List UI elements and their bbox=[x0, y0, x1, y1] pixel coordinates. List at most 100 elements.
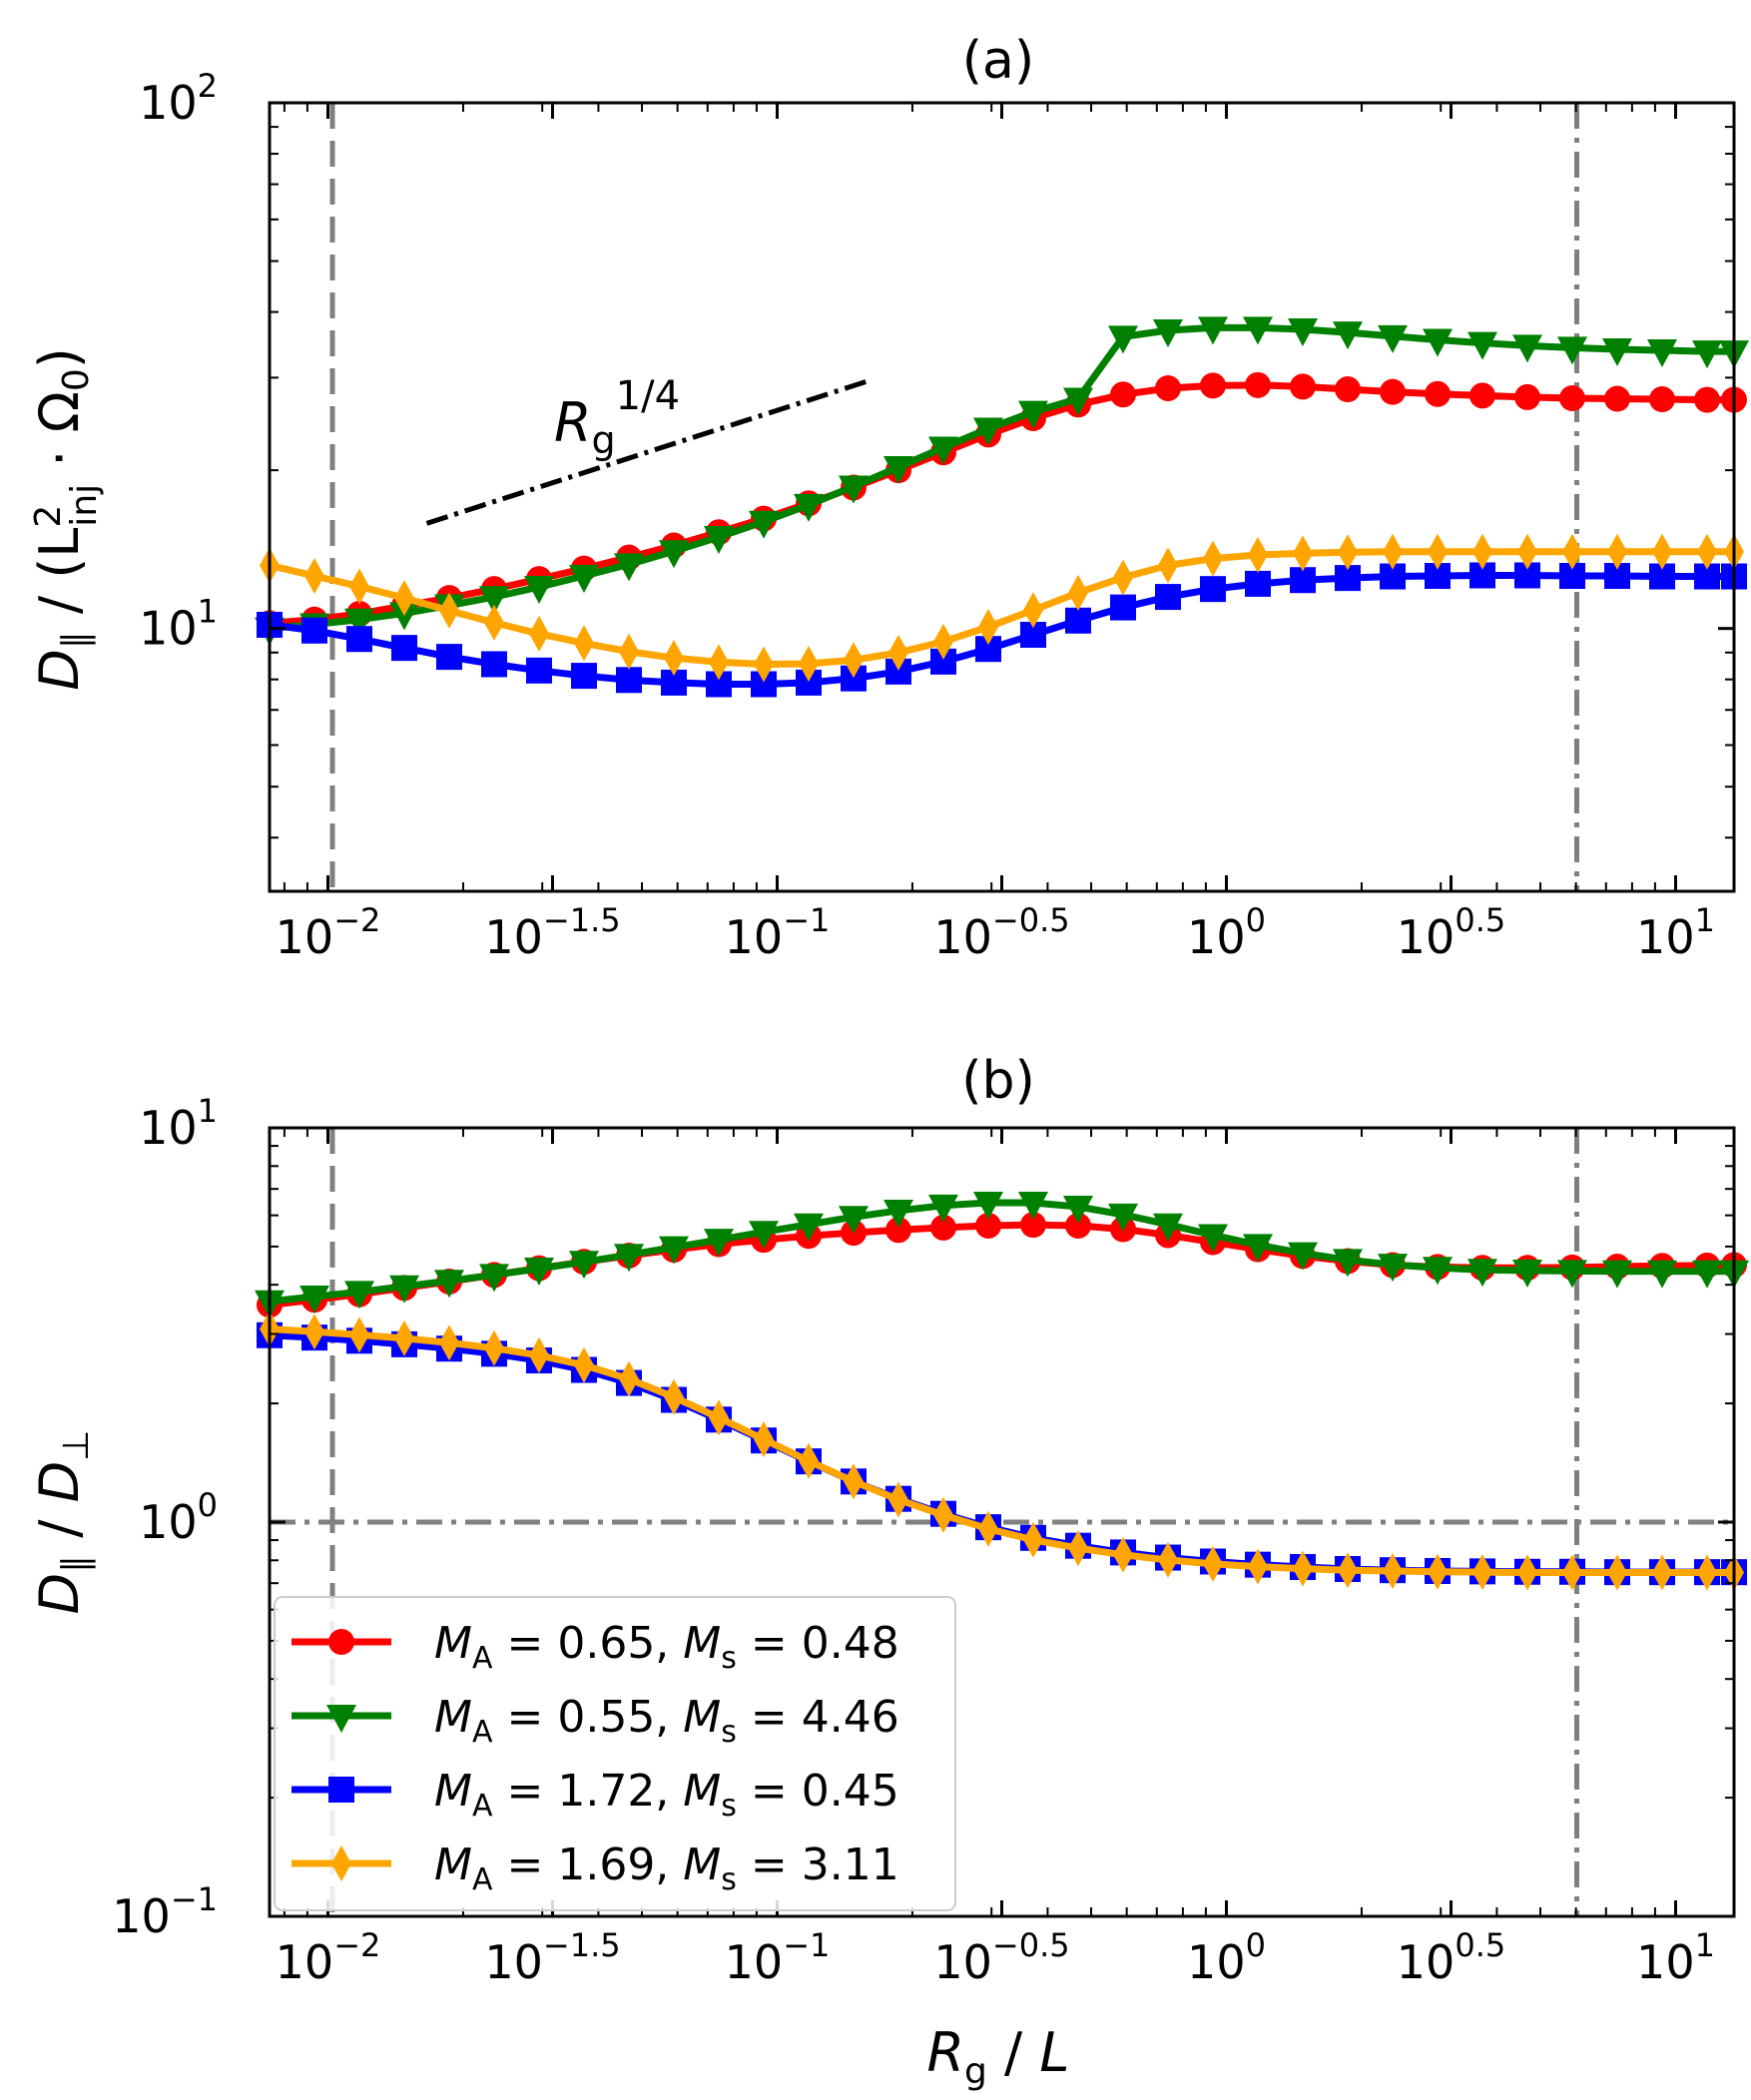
y-tick-label: 102 bbox=[139, 67, 218, 130]
legend-text-part: M bbox=[683, 1766, 721, 1817]
series-2-point-6 bbox=[526, 657, 552, 684]
tick-exponent: 0.5 bbox=[1455, 1926, 1505, 1964]
series-3-point-12 bbox=[799, 1442, 819, 1479]
series-2 bbox=[257, 562, 1747, 698]
series-3-point-8 bbox=[619, 633, 639, 670]
y-tick-label: 101 bbox=[139, 1092, 218, 1155]
series-3-point-5 bbox=[484, 604, 504, 641]
series-1-point-29 bbox=[1557, 1260, 1587, 1289]
series-2-point-21 bbox=[1200, 576, 1226, 603]
tick-exponent: −0.5 bbox=[992, 901, 1070, 939]
legend-marker bbox=[328, 1777, 354, 1803]
series-3-point-32 bbox=[1697, 533, 1717, 570]
series-3-point-6 bbox=[529, 615, 549, 652]
series-1-point-6 bbox=[524, 1258, 554, 1287]
series-2-point-4 bbox=[436, 644, 462, 671]
series-1-point-22 bbox=[1243, 316, 1273, 345]
tick-base: 10 bbox=[484, 910, 543, 964]
series-3 bbox=[260, 1311, 1744, 1591]
series-0-point-21 bbox=[1200, 372, 1226, 399]
panel-b-title: (b) bbox=[961, 1051, 1035, 1111]
series-3 bbox=[260, 533, 1744, 683]
legend-text-part: = 0.48 bbox=[737, 1618, 899, 1669]
legend-text-part: = 1.72, bbox=[493, 1766, 684, 1817]
legend-label: MA = 1.69, Ms = 3.11 bbox=[434, 1839, 899, 1897]
series-1-point-31 bbox=[1647, 339, 1677, 368]
series-3-point-29 bbox=[1562, 1554, 1582, 1591]
tick-exponent: 1 bbox=[198, 1092, 218, 1130]
series-1-line bbox=[266, 323, 1738, 633]
series-3-point-19 bbox=[1113, 1536, 1133, 1573]
series-1-point-7 bbox=[569, 565, 599, 593]
x-tick-label: 10−0.5 bbox=[933, 901, 1069, 964]
legend-text-part: M bbox=[683, 1692, 721, 1743]
series-0-point-24 bbox=[1335, 376, 1361, 403]
slope-guide-line bbox=[425, 378, 869, 526]
series-1-point-20 bbox=[1153, 319, 1183, 348]
legend-text-part: s bbox=[721, 1715, 737, 1750]
series-1-point-5 bbox=[479, 586, 509, 615]
series-2-point-23 bbox=[1290, 567, 1316, 594]
series-1-point-10 bbox=[704, 1229, 734, 1258]
legend-text-part: = 3.11 bbox=[737, 1839, 899, 1890]
x-tick-label: 10−2 bbox=[276, 1926, 381, 1989]
series-3-point-30 bbox=[1607, 1554, 1627, 1591]
tick-exponent: −1 bbox=[171, 1880, 218, 1918]
series-2-point-1 bbox=[301, 617, 327, 644]
series-0-point-31 bbox=[1649, 386, 1675, 413]
series-0-point-15 bbox=[930, 1214, 956, 1241]
series-0-point-29 bbox=[1559, 384, 1585, 411]
series-2-line bbox=[266, 1331, 1738, 1576]
series-3-point-21 bbox=[1203, 1545, 1223, 1582]
series-1-point-14 bbox=[883, 455, 913, 484]
legend-text-part: = 4.46 bbox=[737, 1692, 899, 1743]
panel-a-ylabel: D∥ / (L2inj · Ω0) bbox=[28, 347, 105, 691]
series-0-point-26 bbox=[1425, 380, 1451, 407]
series-1-point-1 bbox=[299, 1286, 329, 1314]
series-1-point-26 bbox=[1423, 328, 1453, 357]
series-3-point-14 bbox=[888, 634, 908, 671]
tick-base: 10 bbox=[1187, 910, 1246, 964]
series-1-point-11 bbox=[749, 510, 779, 539]
legend-text-part: M bbox=[434, 1766, 472, 1817]
tick-exponent: 2 bbox=[198, 67, 218, 105]
series-1-point-31 bbox=[1647, 1260, 1677, 1289]
series-3-point-6 bbox=[529, 1336, 549, 1373]
legend-entry-3: MA = 1.69, Ms = 3.11 bbox=[292, 1839, 899, 1897]
series-0-point-17 bbox=[1020, 1212, 1046, 1239]
slope-annotation: Rg1/4 bbox=[425, 373, 869, 526]
legend-marker bbox=[326, 1705, 356, 1733]
tick-exponent: 1 bbox=[198, 593, 218, 631]
x-tick-label: 100 bbox=[1187, 1926, 1266, 1989]
series-2-point-3 bbox=[391, 635, 417, 662]
series-1 bbox=[255, 1192, 1749, 1318]
series-2-line bbox=[266, 571, 1738, 688]
tick-base: 10 bbox=[139, 1101, 198, 1155]
series-1-point-23 bbox=[1288, 317, 1318, 346]
series-3-point-10 bbox=[709, 644, 729, 681]
series-1-point-32 bbox=[1692, 1260, 1722, 1289]
tick-exponent: −2 bbox=[333, 901, 380, 939]
series-1-point-16 bbox=[973, 1192, 1003, 1221]
series-1-point-27 bbox=[1467, 1259, 1497, 1288]
series-3-point-7 bbox=[574, 1346, 594, 1383]
series-1 bbox=[255, 316, 1749, 646]
series-2 bbox=[257, 1321, 1747, 1586]
legend-text-part: M bbox=[434, 1692, 472, 1743]
tick-base: 10 bbox=[1187, 1935, 1246, 1989]
series-3-point-14 bbox=[888, 1481, 908, 1518]
tick-base: 10 bbox=[1636, 1935, 1695, 1989]
legend-label: MA = 0.55, Ms = 4.46 bbox=[434, 1692, 899, 1750]
series-3-point-26 bbox=[1428, 533, 1448, 570]
legend-text-part: M bbox=[683, 1839, 721, 1890]
series-3-point-26 bbox=[1428, 1553, 1448, 1590]
series-3-point-2 bbox=[349, 1316, 369, 1353]
series-1-point-14 bbox=[883, 1199, 913, 1228]
series-3-point-11 bbox=[754, 1421, 774, 1458]
series-3-point-18 bbox=[1068, 574, 1088, 611]
series-3-point-22 bbox=[1248, 536, 1268, 573]
series-1-point-12 bbox=[794, 493, 824, 522]
series-3-point-9 bbox=[664, 640, 684, 677]
tick-base: 10 bbox=[1397, 910, 1456, 964]
